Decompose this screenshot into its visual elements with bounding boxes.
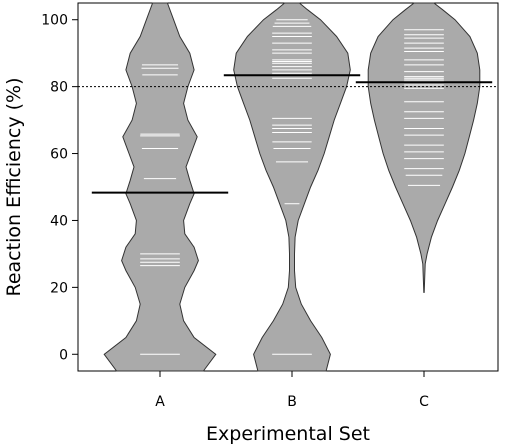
bean-A bbox=[91, 2, 229, 372]
y-tick-label: 0 bbox=[59, 347, 68, 363]
x-axis: A B C bbox=[155, 371, 429, 410]
bean-shape-A bbox=[103, 2, 217, 372]
y-tick-label: 100 bbox=[41, 13, 68, 29]
y-tick-label: 60 bbox=[50, 147, 68, 163]
x-tick-label: B bbox=[287, 394, 297, 410]
y-axis-label: Reaction Efficiency (%) bbox=[3, 77, 25, 296]
bean-B bbox=[223, 2, 361, 372]
bean-shape-B bbox=[233, 2, 351, 372]
x-tick-label: A bbox=[155, 394, 165, 410]
bean-C bbox=[355, 2, 493, 293]
beans-layer bbox=[91, 2, 493, 372]
y-tick-label: 80 bbox=[50, 80, 68, 96]
y-axis: 0 20 40 60 80 100 bbox=[41, 13, 78, 363]
y-tick-label: 40 bbox=[50, 213, 68, 229]
y-tick-label: 20 bbox=[50, 280, 68, 296]
x-axis-label: Experimental Set bbox=[206, 423, 370, 445]
bean-shape-C bbox=[367, 2, 481, 293]
x-tick-label: C bbox=[419, 394, 429, 410]
